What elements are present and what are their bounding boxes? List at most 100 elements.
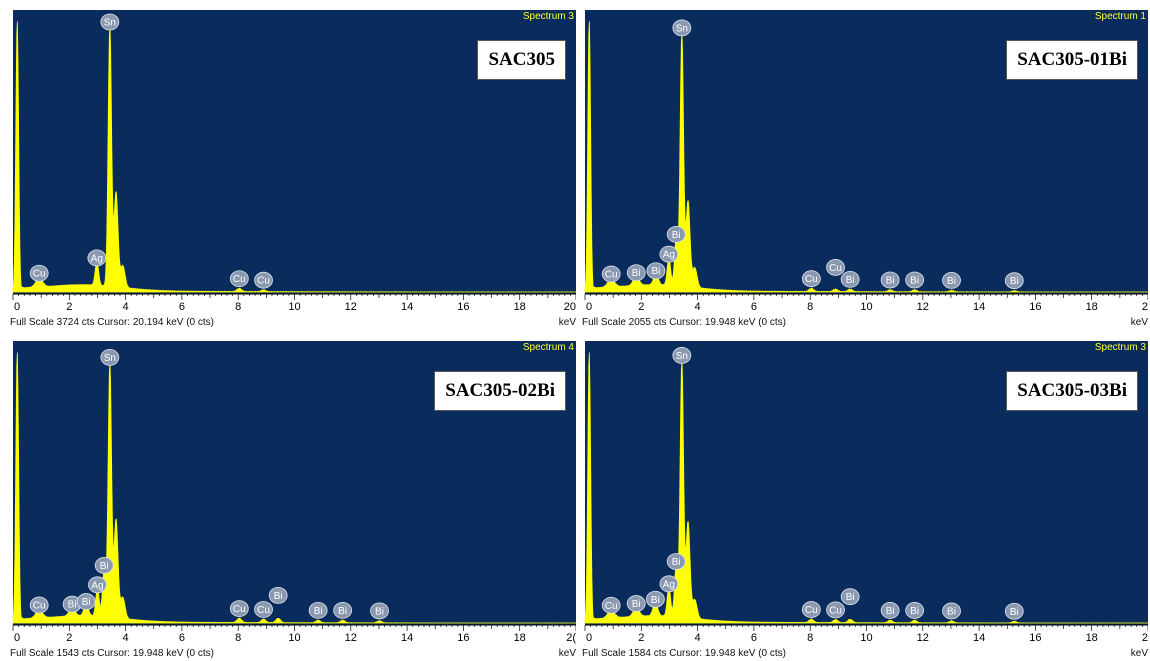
sample-label: SAC305-03Bi [1006,371,1138,411]
peak-label-text: Cu [829,605,842,616]
spectrum-curve [584,21,1148,293]
x-tick-label: 14 [973,632,985,644]
peak-label-text: Bi [672,230,681,241]
peak-label: Bi [370,602,389,620]
spectrum-curve [584,352,1148,624]
x-tick-label: 10 [860,301,872,313]
x-tick-label: 8 [235,301,241,313]
peak-label-bubble [100,348,120,366]
peak-label: Bi [645,590,665,608]
peak-label-text: Bi [886,276,895,287]
x-tick-label: 0 [14,301,20,313]
peak-label-bubble [905,602,925,619]
x-tick-label: 2 [66,632,72,644]
spectrum-title: Spectrum 3 [1094,342,1146,353]
peak-label: Bi [1004,272,1024,290]
peak-label: Bi [905,602,925,619]
peak-label-text: Bi [947,276,956,287]
x-tick-label: 12 [345,632,357,644]
x-tick-label: 8 [807,632,813,644]
peak-label-text: Sn [676,351,688,362]
x-tick-label: 18 [1086,301,1098,313]
peak-label-bubble [229,600,249,617]
x-tick-label: 14 [973,301,985,313]
x-tick-label: 10 [860,632,872,644]
peak-label: Ag [659,245,679,263]
peak-label-text: Bi [632,599,641,610]
peak-label-text: Cu [233,604,246,615]
peak-label-bubble [801,601,821,618]
peak-label-text: Cu [605,270,618,281]
x-unit-label: keV [558,317,576,328]
peak-label-text: Ag [663,579,675,590]
x-tick-label: 16 [1029,301,1041,313]
peak-label-text: Bi [314,606,323,617]
peak-label-bubble [601,265,621,283]
spectrum-curve [12,352,576,624]
peak-label: Ag [659,575,679,593]
peak-label: Bi [905,271,925,289]
x-tick-label: 10 [288,632,300,644]
peak-label: Sn [672,347,692,364]
peak-label-bubble [601,596,621,614]
peak-label: Bi [333,601,353,619]
peak-label-bubble [840,588,860,606]
peak-label: Bi [880,602,900,619]
peak-label: Bi [308,601,328,619]
spectrum-panel-3: 0 2 4 6 8 10 12 14 16 18 2(Sn Bi Ag Cu Bi Bi Cu Cu Bi Bi Bi B… [10,341,576,661]
peak-label-bubble [308,601,328,619]
x-tick-label: 12 [917,632,929,644]
peak-label-bubble [880,602,900,619]
x-unit-label: keV [1130,317,1148,328]
x-tick-label: 14 [401,301,413,313]
x-tick-label: 16 [457,301,469,313]
peak-label: Bi [626,595,646,612]
peak-label: Ag [87,249,107,267]
x-tick-label: 2 [638,632,644,644]
peak-label: Bi [840,588,860,606]
peak-label: Bi [942,272,961,289]
full-scale-readout: Full Scale 1584 cts Cursor: 19.948 keV (… [582,648,786,659]
peak-label-text: Sn [676,23,688,34]
peak-label: Cu [254,601,273,618]
spectrum-panel-4: 0 2 4 6 8 10 12 14 16 18 2 Sn Bi Ag Cu Bi Bi Cu Cu Bi Bi Bi Bi… [582,341,1148,661]
peak-label-bubble [880,271,900,289]
peak-label-text: Bi [375,606,384,617]
peak-label-bubble [100,13,120,31]
peak-label-bubble [666,225,686,243]
peak-label-text: Ag [91,253,103,264]
peak-label-text: Cu [605,601,618,612]
x-tick-label: 14 [401,632,413,644]
peak-label-bubble [826,259,845,276]
peak-label: Cu [229,600,249,617]
peak-label-text: Bi [274,591,283,602]
peak-label-text: Cu [257,605,270,616]
x-tick-label: 6 [179,632,185,644]
x-tick-label: 4 [695,632,701,644]
spectrum-title: Spectrum 3 [522,11,574,22]
peak-label-bubble [840,270,860,288]
peak-label-text: Cu [257,276,270,287]
x-tick-label: 2 [66,301,72,313]
peak-label-text: Cu [805,274,818,285]
peak-label-bubble [905,271,925,289]
peak-label: Bi [76,593,96,610]
x-tick-label: 2 [1142,301,1148,313]
x-tick-label: 4 [695,301,701,313]
x-tick-label: 18 [514,632,526,644]
peak-label-bubble [659,245,679,263]
peak-label: Bi [666,553,686,570]
peak-label-bubble [229,270,249,288]
peak-label: Cu [801,601,821,618]
peak-label: Cu [29,596,49,614]
peak-label-text: Bi [910,276,919,287]
peak-label: Cu [29,264,49,282]
x-tick-label: 12 [345,301,357,313]
peak-label: Ag [88,576,107,594]
x-tick-label: 2 [1142,632,1148,644]
peak-label-bubble [942,272,961,289]
peak-label: Bi [94,557,114,574]
peak-label-bubble [666,553,686,570]
peak-label-text: Cu [33,601,46,612]
full-scale-readout: Full Scale 2055 cts Cursor: 19.948 keV (… [582,317,786,328]
